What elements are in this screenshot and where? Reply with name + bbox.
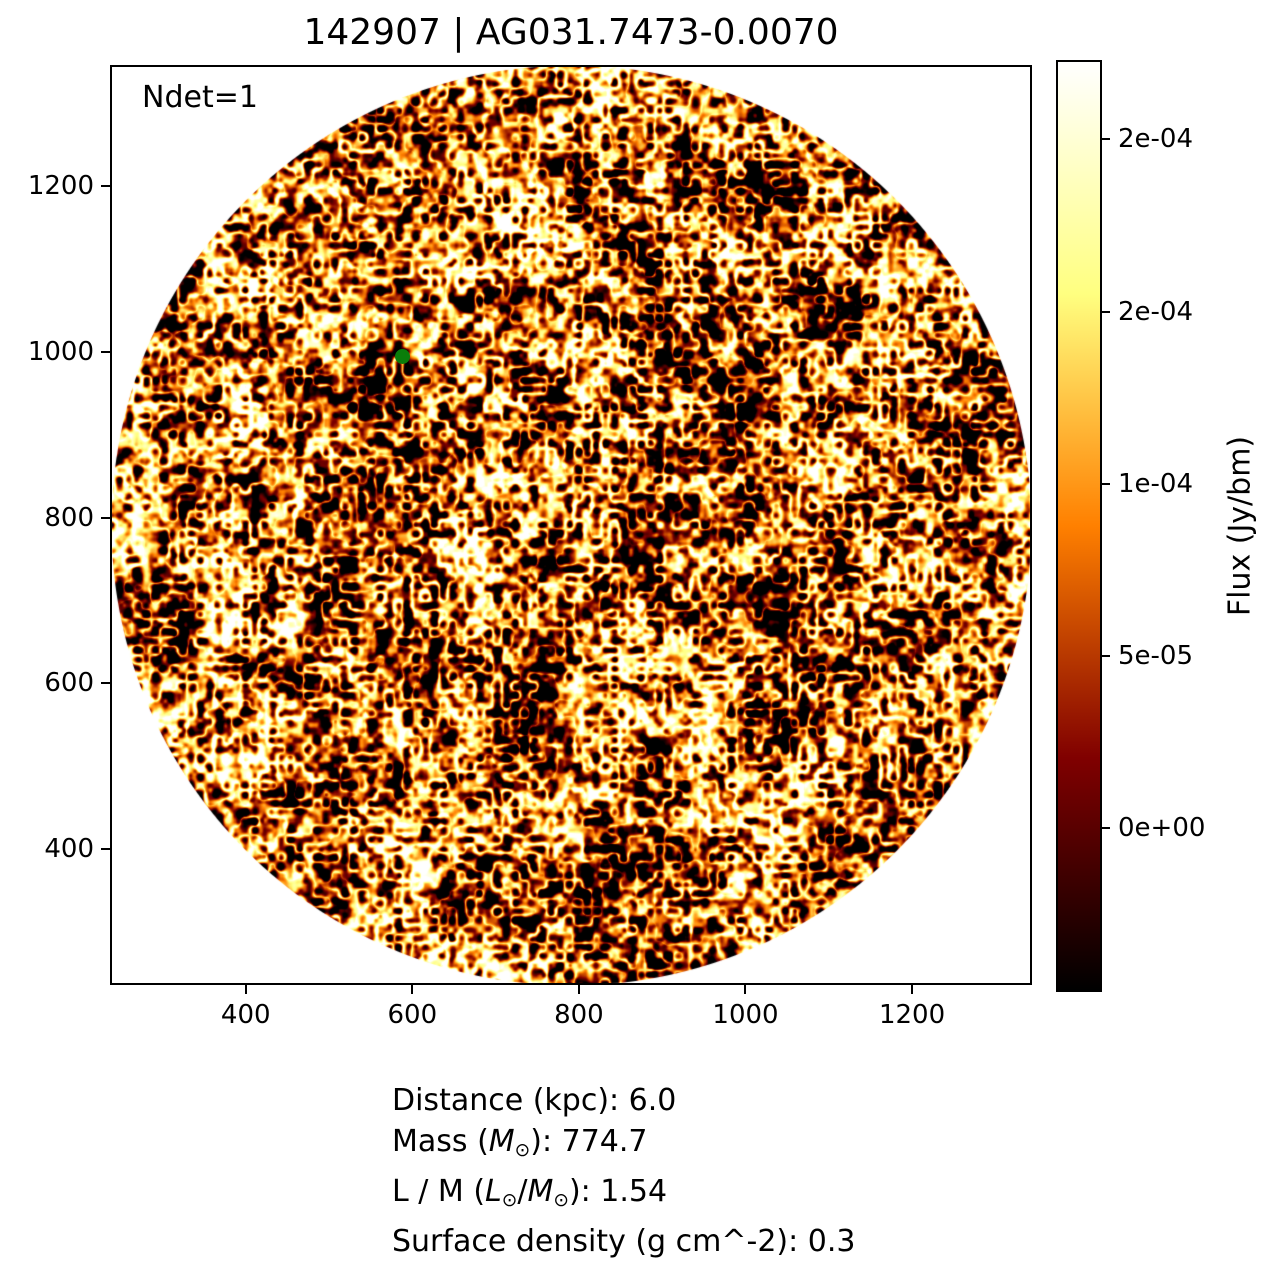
- y-tick-label: 800: [44, 502, 94, 533]
- x-tick-mark: [244, 985, 247, 994]
- y-tick-mark: [101, 350, 110, 353]
- x-tick-mark: [411, 985, 414, 994]
- x-tick-label: 600: [387, 1000, 438, 1030]
- plot-title: 142907 | AG031.7473-0.0070: [303, 12, 839, 53]
- x-tick-mark: [577, 985, 580, 994]
- colorbar-tick-label: 5e-05: [1118, 641, 1194, 672]
- x-tick-mark: [911, 985, 914, 994]
- colorbar-tick-label: 2e-04: [1118, 296, 1194, 327]
- colorbar: [1056, 60, 1102, 992]
- colorbar-tick-mark: [1102, 310, 1110, 313]
- info-line: Distance (kpc): 6.0: [392, 1083, 677, 1118]
- colorbar-tick-mark: [1102, 827, 1110, 830]
- x-tick-label: 1000: [712, 1000, 779, 1030]
- y-tick-mark: [101, 848, 110, 851]
- x-tick-label: 1200: [878, 1000, 946, 1030]
- colorbar-tick-label: 2e-04: [1118, 124, 1194, 155]
- info-text: Distance (kpc): 6.0 Mass (M⊙): 774.7 L / M…: [392, 1080, 855, 1262]
- x-tick-mark: [744, 985, 747, 994]
- y-tick-mark: [101, 185, 110, 187]
- detection-marker: [394, 349, 410, 365]
- colorbar-tick-mark: [1102, 138, 1110, 141]
- info-line: Mass (M⊙): 774.7: [392, 1124, 648, 1162]
- colorbar-tick-mark: [1102, 482, 1110, 485]
- y-tick-mark: [101, 682, 110, 685]
- info-line: L / M (L⊙/M⊙): 1.54: [392, 1174, 668, 1212]
- x-tick-label: 400: [220, 1000, 271, 1030]
- colorbar-tick-label: 0e+00: [1118, 813, 1206, 844]
- y-tick-mark: [101, 516, 110, 519]
- info-line: Surface density (g cm^-2): 0.3: [392, 1224, 856, 1260]
- ndet-annotation: Ndet=1: [142, 80, 258, 115]
- y-tick-label: 1200: [27, 171, 94, 201]
- colorbar-tick-mark: [1102, 655, 1110, 658]
- colorbar-label: Flux (Jy/bm): [1222, 435, 1258, 617]
- y-tick-label: 600: [44, 668, 94, 699]
- colorbar-tick-label: 1e-04: [1118, 468, 1194, 499]
- y-tick-label: 400: [44, 834, 94, 865]
- y-tick-label: 1000: [27, 336, 94, 367]
- x-tick-label: 800: [554, 1000, 604, 1030]
- heatmap-canvas: [110, 65, 1032, 985]
